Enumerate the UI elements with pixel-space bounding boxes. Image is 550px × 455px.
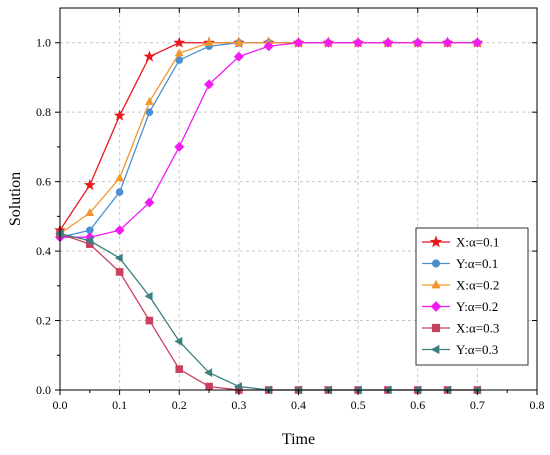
point-marker-triangle-left (84, 236, 93, 246)
x-tick-label: 0.4 (291, 398, 306, 412)
point-marker-diamond (233, 51, 244, 62)
point-marker-diamond (293, 37, 304, 48)
point-marker-triangle-up (204, 37, 214, 46)
point-marker-star (113, 109, 126, 121)
point-marker-star (173, 36, 186, 48)
point-marker-triangle-up (174, 48, 184, 57)
point-marker-triangle-left (204, 368, 213, 377)
point-marker-square (431, 323, 441, 333)
legend-entry: Y:α=0.1 (422, 256, 498, 271)
legend-label: X:α=0.2 (456, 278, 499, 293)
point-marker-square (205, 382, 213, 391)
series-4 (55, 37, 483, 243)
legend-label: Y:α=0.2 (456, 299, 498, 314)
x-tick-label: 0.1 (112, 398, 127, 412)
point-marker-star (429, 235, 443, 248)
legend-entry: Y:α=0.3 (422, 342, 498, 357)
legend-entry: X:α=0.2 (422, 278, 499, 293)
series-line (59, 42, 478, 231)
point-marker-triangle-up (115, 173, 124, 182)
legend-label: X:α=0.1 (456, 235, 499, 250)
point-marker-diamond (263, 41, 274, 52)
point-marker-triangle-up (145, 96, 154, 105)
y-tick-label: 0.6 (36, 175, 51, 189)
y-tick-label: 0.2 (36, 314, 51, 328)
point-marker-square (175, 365, 184, 373)
x-tick-label: 0.7 (470, 398, 485, 412)
point-marker-triangle-up (234, 37, 244, 46)
point-marker-diamond (430, 301, 442, 312)
x-tick-label: 0.5 (351, 398, 366, 412)
point-marker-triangle-up (431, 279, 441, 289)
y-tick-label: 0.4 (36, 244, 51, 258)
point-marker-square (145, 316, 154, 325)
legend-label: Y:α=0.3 (456, 342, 498, 357)
point-marker-diamond (472, 37, 483, 48)
point-marker-diamond (353, 37, 364, 48)
point-marker-diamond (174, 141, 185, 152)
point-marker-star (83, 178, 96, 191)
legend-entry: X:α=0.1 (422, 235, 499, 250)
y-tick-label: 0.8 (36, 105, 51, 119)
point-marker-diamond (412, 37, 423, 48)
y-tick-label: 1.0 (36, 36, 51, 50)
legend-entry: Y:α=0.2 (422, 299, 498, 314)
point-marker-diamond (144, 197, 155, 208)
point-marker-diamond (114, 225, 125, 236)
series-1 (54, 36, 484, 236)
point-marker-triangle-left (234, 382, 242, 391)
x-tick-label: 0.6 (410, 398, 425, 412)
point-marker-circle (115, 188, 124, 196)
point-marker-diamond (442, 37, 453, 48)
series-line (59, 42, 478, 238)
x-tick-label: 0.8 (530, 398, 545, 412)
legend: X:α=0.1 Y:α=0.1 X:α=0.2 Y:α=0.2 X:α=0.3 Y:α=0… (415, 227, 529, 366)
point-marker-circle (431, 259, 441, 268)
legend-entry: X:α=0.3 (422, 321, 499, 336)
point-marker-triangle-left (174, 337, 183, 346)
x-tick-label: 0.3 (231, 398, 246, 412)
point-marker-star (143, 50, 156, 62)
y-tick-label: 0.0 (36, 383, 51, 397)
series-line (60, 42, 478, 238)
point-marker-triangle-left (114, 253, 123, 263)
point-marker-triangle-up (85, 208, 95, 216)
x-tick-label: 0.0 (53, 398, 68, 412)
series-line (59, 42, 478, 235)
point-marker-diamond (382, 37, 393, 48)
axes: 0.0 0.1 0.2 0.3 0.4 0.5 0.6 0.7 0.8 0.0 0.2 0.4 0.6 0… (36, 7, 545, 412)
point-marker-square (115, 268, 124, 276)
point-marker-triangle-left (55, 229, 64, 239)
point-marker-triangle-left (144, 291, 153, 301)
point-marker-diamond (323, 37, 334, 48)
legend-label: Y:α=0.1 (456, 256, 498, 271)
point-marker-diamond (204, 79, 215, 90)
legend-box (415, 227, 529, 366)
y-axis-title: Solution (7, 172, 24, 226)
legend-label: X:α=0.3 (456, 321, 499, 336)
point-marker-triangle-left (430, 344, 440, 355)
series-2 (56, 38, 482, 241)
x-tick-label: 0.2 (172, 398, 187, 412)
x-axis-title: Time (282, 431, 315, 448)
